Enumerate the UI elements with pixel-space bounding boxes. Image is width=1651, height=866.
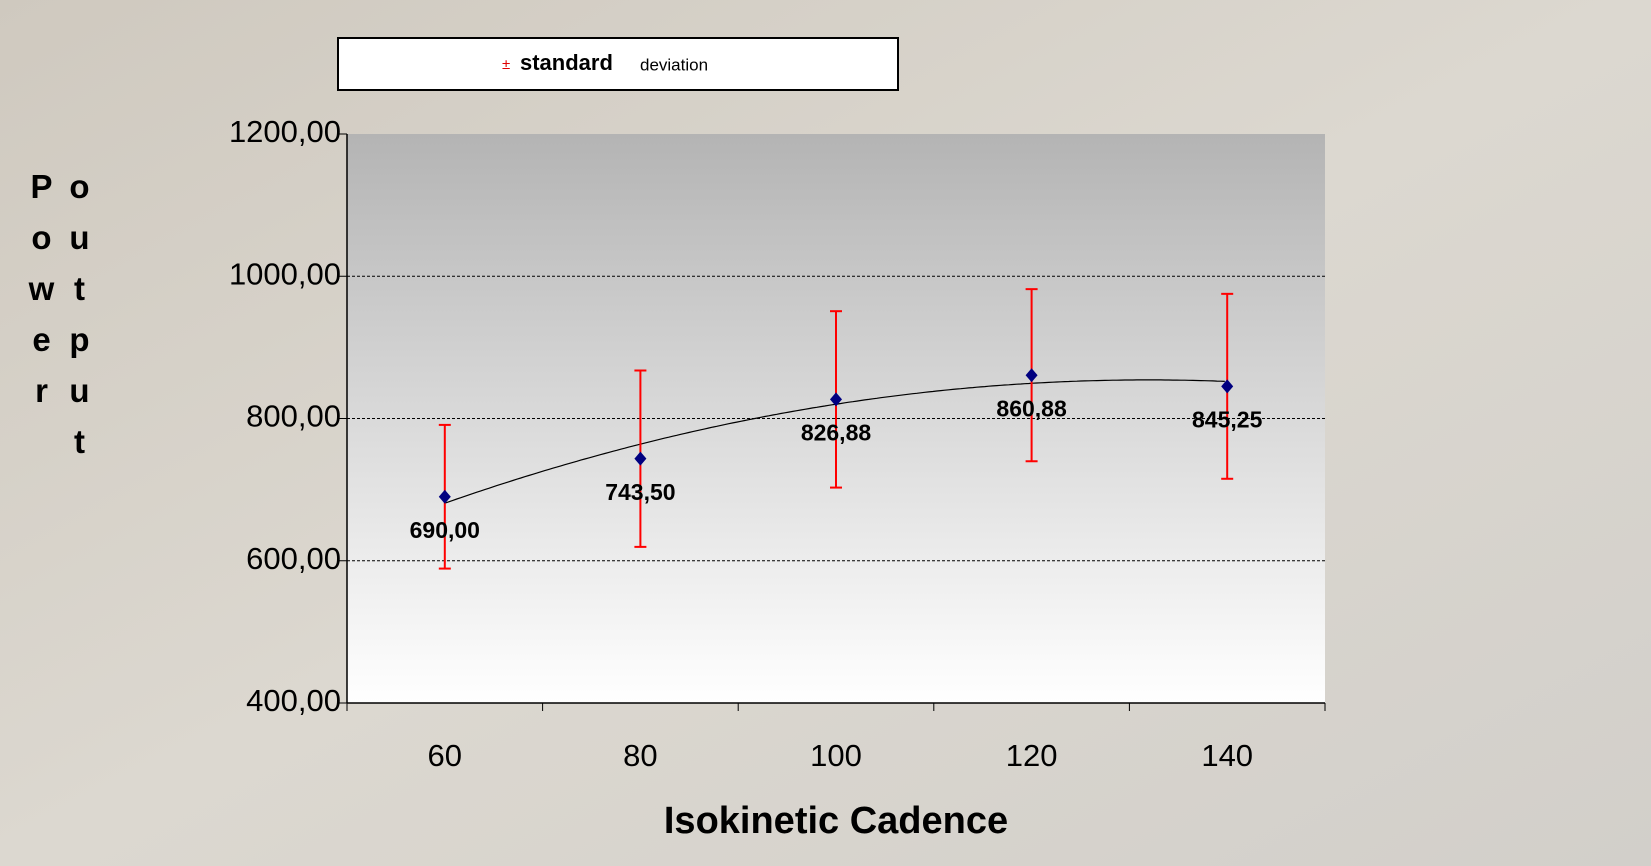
data-label: 826,88 bbox=[801, 419, 872, 445]
x-tick-label: 140 bbox=[1201, 738, 1253, 773]
legend-sublabel: deviation bbox=[640, 55, 708, 74]
data-label: 743,50 bbox=[605, 479, 675, 505]
page: ± standard deviation Isokinetic Cadence … bbox=[0, 0, 1651, 866]
legend-label: standard bbox=[520, 50, 613, 75]
x-tick-label: 60 bbox=[428, 738, 462, 773]
x-tick-label: 100 bbox=[810, 738, 862, 773]
x-axis-title: Isokinetic Cadence bbox=[664, 800, 1008, 842]
y-tick-label: 800,00 bbox=[246, 399, 341, 434]
data-label: 845,25 bbox=[1192, 406, 1263, 432]
y-tick-label: 1000,00 bbox=[229, 256, 341, 291]
legend-box bbox=[338, 38, 898, 90]
y-tick-label: 600,00 bbox=[246, 541, 341, 576]
data-label: 860,88 bbox=[996, 395, 1067, 421]
y-axis-title: Power output bbox=[22, 168, 62, 748]
data-label: 690,00 bbox=[410, 517, 480, 543]
y-tick-label: 1200,00 bbox=[229, 114, 341, 149]
x-tick-label: 80 bbox=[623, 738, 657, 773]
chart: ± standard deviation Isokinetic Cadence … bbox=[0, 0, 1651, 866]
y-tick-label: 400,00 bbox=[246, 683, 341, 718]
legend-marker: ± bbox=[502, 56, 510, 73]
x-tick-label: 120 bbox=[1006, 738, 1058, 773]
